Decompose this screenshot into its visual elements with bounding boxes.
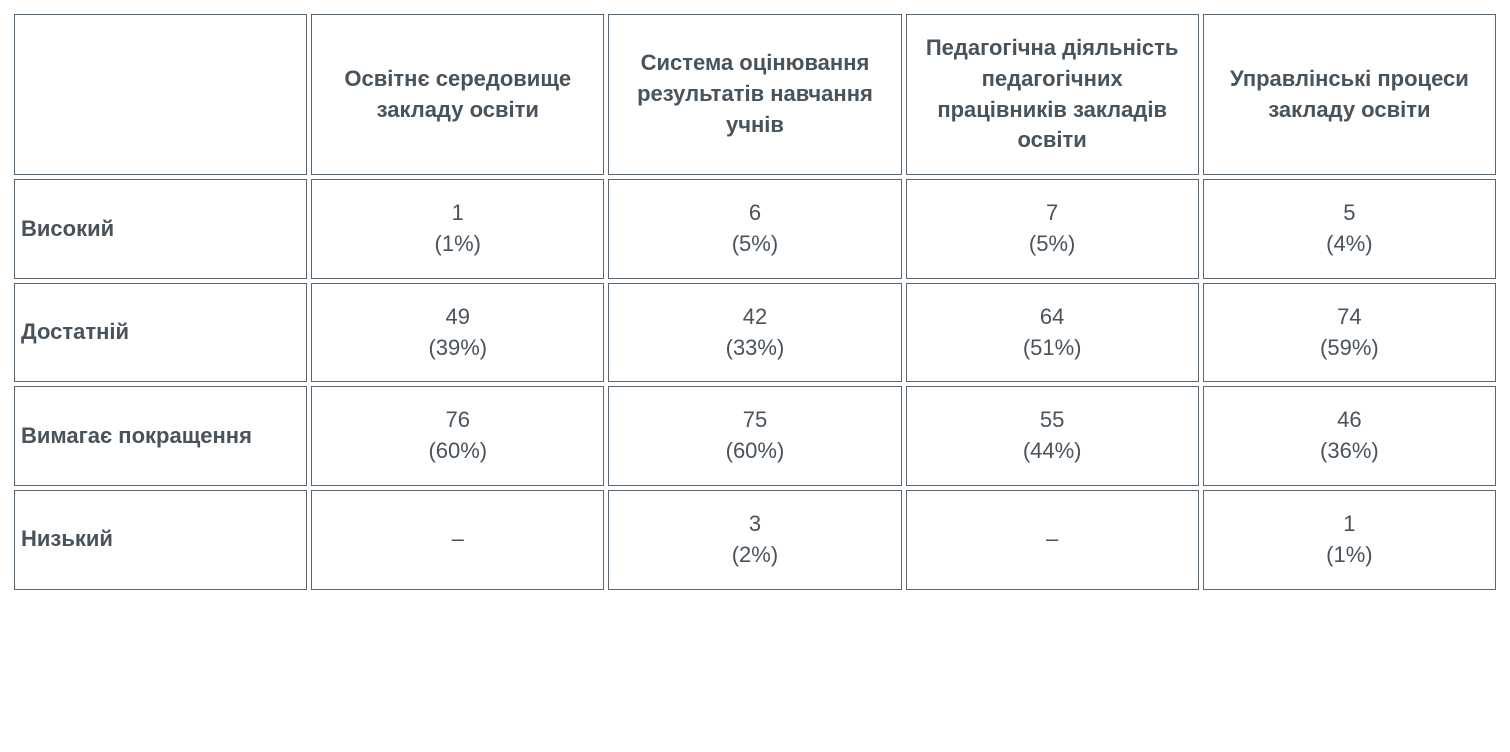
cell-count: – bbox=[919, 524, 1186, 555]
data-cell: 6 (5%) bbox=[608, 179, 901, 279]
cell-count: 49 bbox=[324, 302, 591, 333]
data-cell: 3 (2%) bbox=[608, 490, 901, 590]
data-cell: 64 (51%) bbox=[906, 283, 1199, 383]
header-col-1: Освітнє середовище закладу освіти bbox=[311, 14, 604, 175]
cell-count: 75 bbox=[621, 405, 888, 436]
row-label: Достатній bbox=[14, 283, 307, 383]
data-cell: 46 (36%) bbox=[1203, 386, 1496, 486]
cell-pct: (1%) bbox=[324, 229, 591, 260]
cell-count: 1 bbox=[324, 198, 591, 229]
header-col-4: Управлінські процеси закладу освіти bbox=[1203, 14, 1496, 175]
data-cell: 75 (60%) bbox=[608, 386, 901, 486]
cell-pct: (39%) bbox=[324, 333, 591, 364]
cell-pct: (2%) bbox=[621, 540, 888, 571]
cell-pct: (44%) bbox=[919, 436, 1186, 467]
table-row: Високий 1 (1%) 6 (5%) 7 (5%) 5 (4%) bbox=[14, 179, 1496, 279]
table-row: Вимагає покращення 76 (60%) 75 (60%) 55 … bbox=[14, 386, 1496, 486]
cell-pct: (5%) bbox=[621, 229, 888, 260]
data-cell: 1 (1%) bbox=[311, 179, 604, 279]
cell-pct: (60%) bbox=[621, 436, 888, 467]
data-cell: 42 (33%) bbox=[608, 283, 901, 383]
cell-count: 46 bbox=[1216, 405, 1483, 436]
data-cell: 7 (5%) bbox=[906, 179, 1199, 279]
cell-pct: (33%) bbox=[621, 333, 888, 364]
header-col-3: Педагогічна діяльність педагогічних прац… bbox=[906, 14, 1199, 175]
data-cell: 74 (59%) bbox=[1203, 283, 1496, 383]
cell-pct: (36%) bbox=[1216, 436, 1483, 467]
assessment-table: Освітнє середовище закладу освіти Систем… bbox=[10, 10, 1500, 594]
data-cell: – bbox=[906, 490, 1199, 590]
cell-count: 64 bbox=[919, 302, 1186, 333]
table-header-row: Освітнє середовище закладу освіти Систем… bbox=[14, 14, 1496, 175]
cell-count: – bbox=[324, 524, 591, 555]
cell-count: 6 bbox=[621, 198, 888, 229]
cell-pct: (59%) bbox=[1216, 333, 1483, 364]
cell-pct: (60%) bbox=[324, 436, 591, 467]
row-label: Вимагає покращення bbox=[14, 386, 307, 486]
header-blank bbox=[14, 14, 307, 175]
cell-count: 76 bbox=[324, 405, 591, 436]
data-cell: 55 (44%) bbox=[906, 386, 1199, 486]
data-cell: 76 (60%) bbox=[311, 386, 604, 486]
cell-count: 55 bbox=[919, 405, 1186, 436]
cell-pct: (5%) bbox=[919, 229, 1186, 260]
cell-count: 5 bbox=[1216, 198, 1483, 229]
data-cell: 1 (1%) bbox=[1203, 490, 1496, 590]
cell-count: 1 bbox=[1216, 509, 1483, 540]
cell-count: 7 bbox=[919, 198, 1186, 229]
table-row: Низький – 3 (2%) – 1 (1%) bbox=[14, 490, 1496, 590]
data-cell: – bbox=[311, 490, 604, 590]
data-cell: 49 (39%) bbox=[311, 283, 604, 383]
cell-count: 42 bbox=[621, 302, 888, 333]
data-cell: 5 (4%) bbox=[1203, 179, 1496, 279]
table-row: Достатній 49 (39%) 42 (33%) 64 (51%) 74 … bbox=[14, 283, 1496, 383]
row-label: Високий bbox=[14, 179, 307, 279]
cell-count: 74 bbox=[1216, 302, 1483, 333]
cell-pct: (1%) bbox=[1216, 540, 1483, 571]
row-label: Низький bbox=[14, 490, 307, 590]
cell-pct: (51%) bbox=[919, 333, 1186, 364]
header-col-2: Система оцінювання результатів навчання … bbox=[608, 14, 901, 175]
cell-pct: (4%) bbox=[1216, 229, 1483, 260]
cell-count: 3 bbox=[621, 509, 888, 540]
